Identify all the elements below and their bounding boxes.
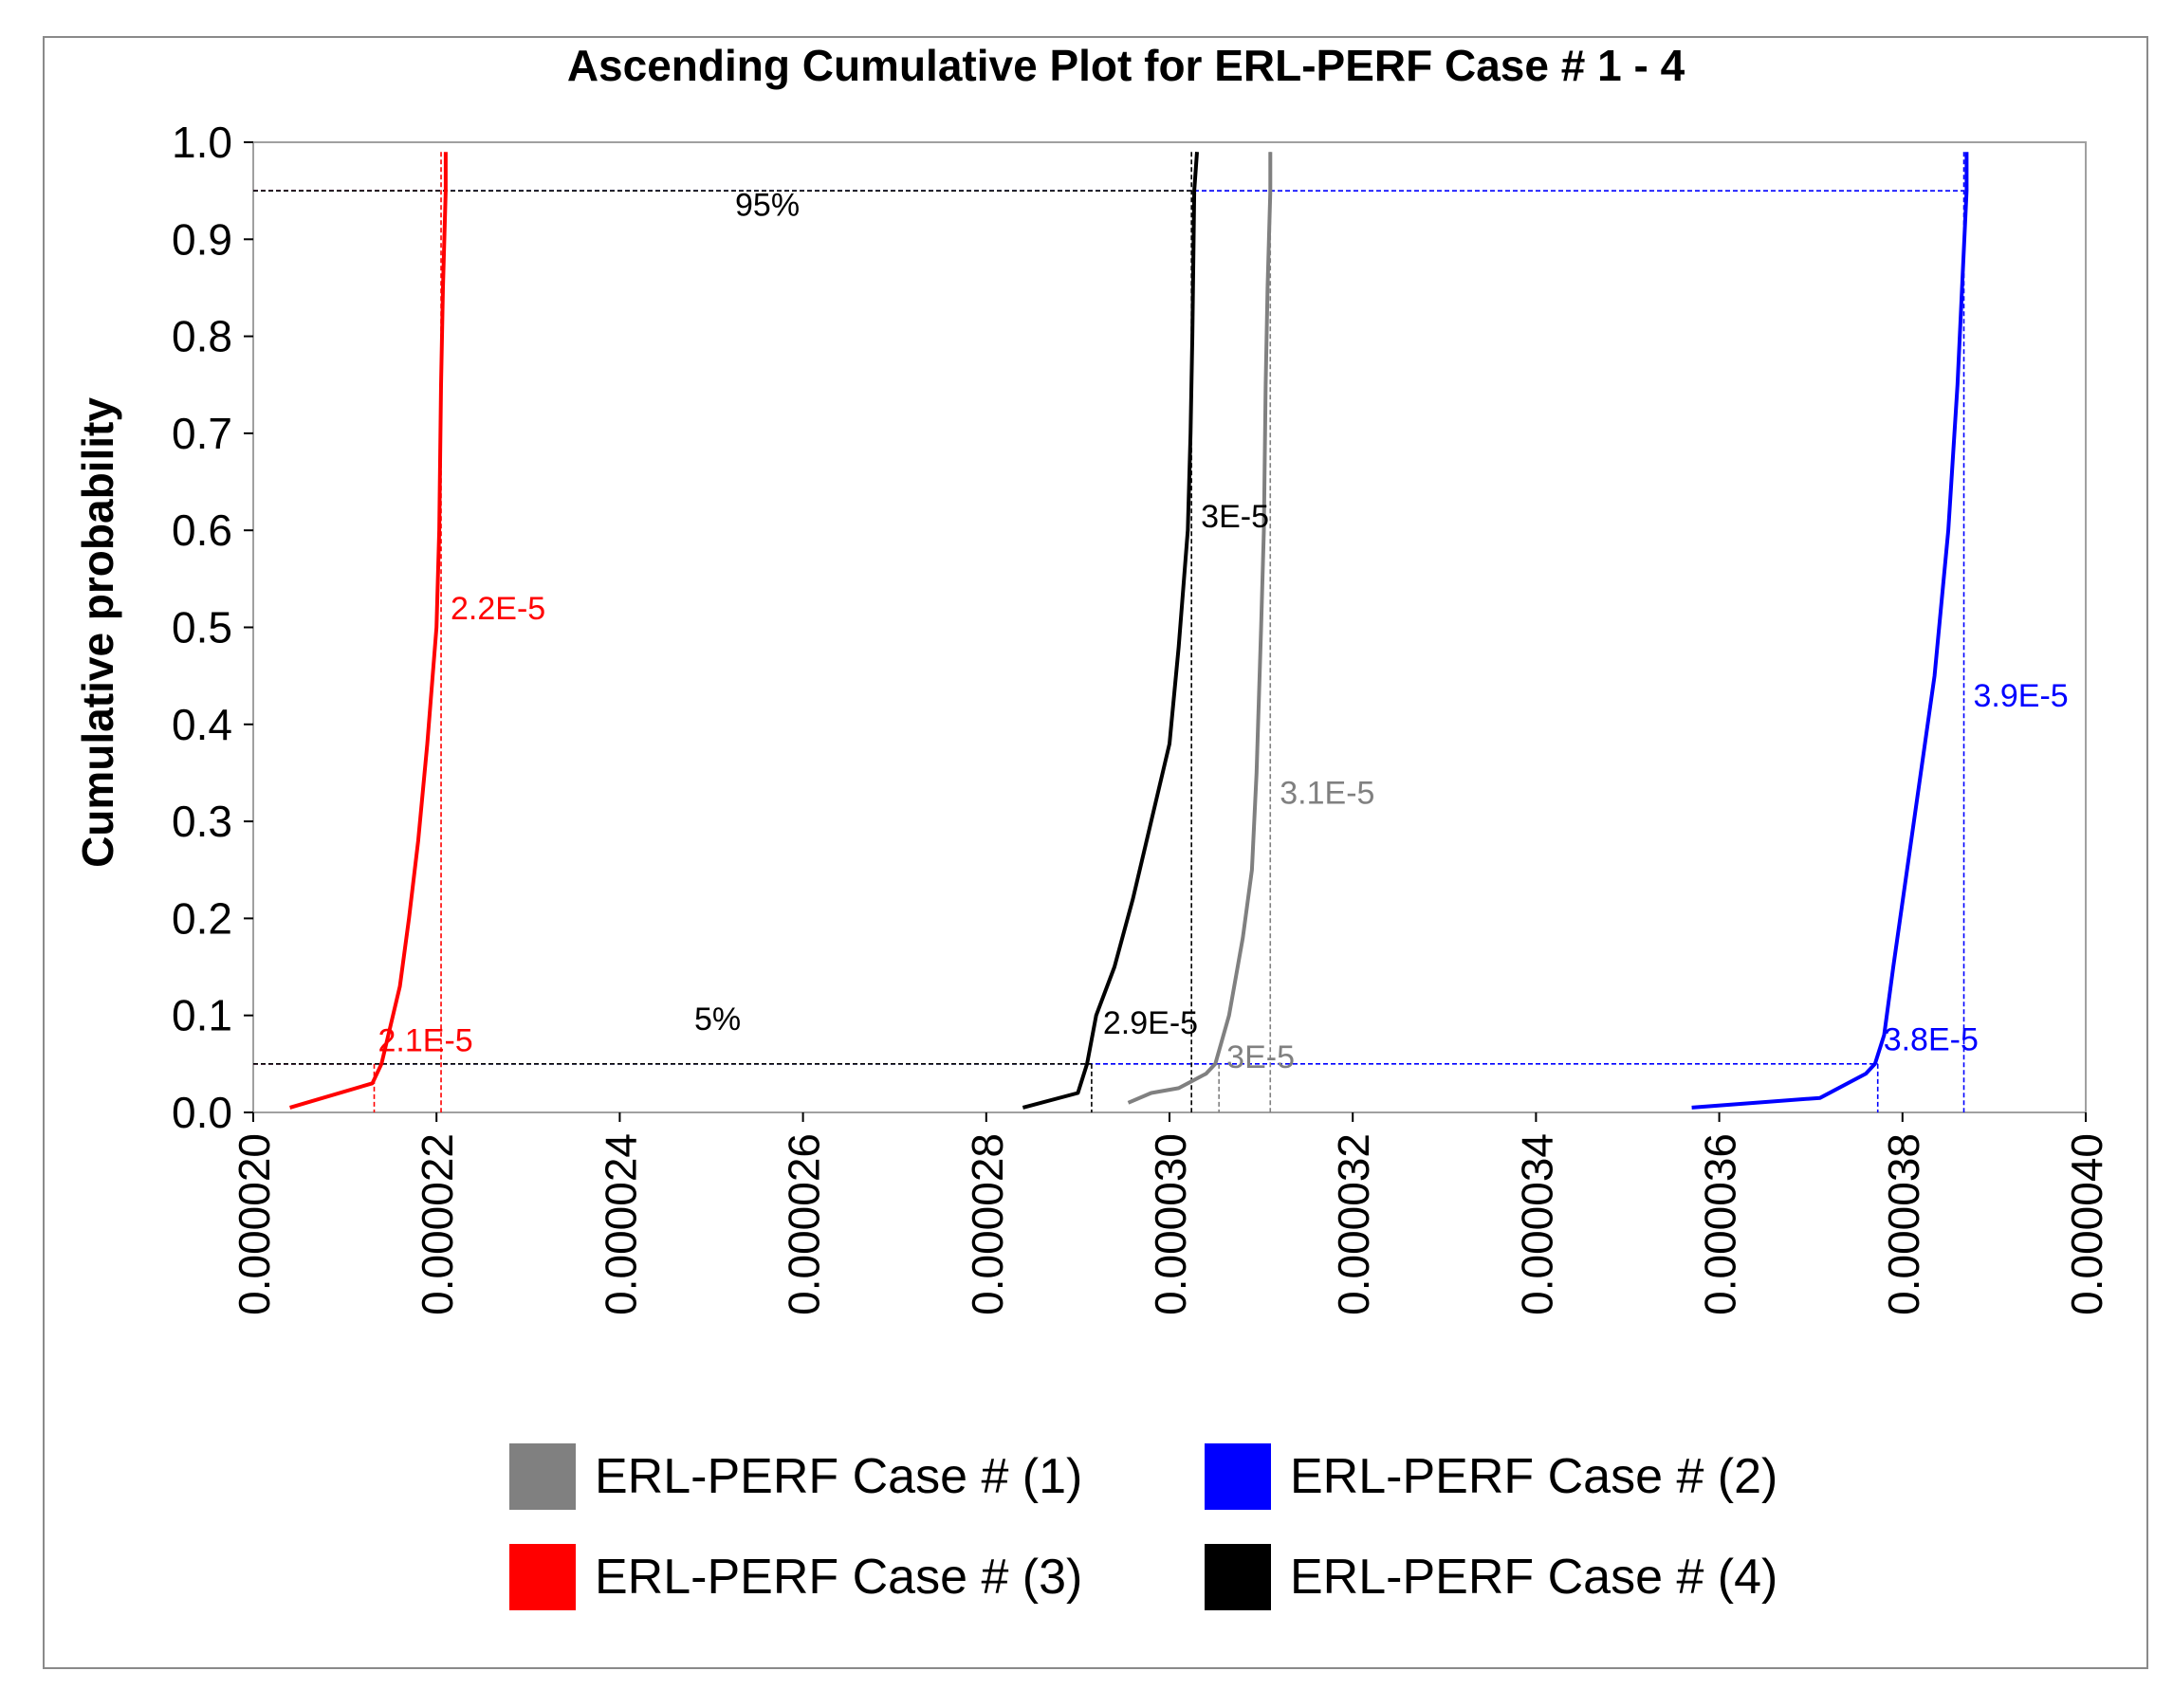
y-tick-label: 0.3 bbox=[172, 797, 232, 846]
y-tick-label: 0.9 bbox=[172, 214, 232, 264]
x-tick-label: 0.000024 bbox=[596, 1133, 645, 1315]
x-tick-label: 0.000034 bbox=[1512, 1133, 1561, 1315]
y-tick-label: 0.4 bbox=[172, 700, 232, 749]
y-tick-label: 0.8 bbox=[172, 312, 232, 361]
y-tick-label: 0.7 bbox=[172, 409, 232, 458]
x-tick-label: 0.000022 bbox=[413, 1133, 462, 1315]
series-line-1 bbox=[1127, 152, 1273, 1105]
y-axis-label: Cumulative probability bbox=[73, 397, 122, 868]
value-annotation-series-1-mid: 3.1E-5 bbox=[1280, 775, 1374, 811]
percentile-label-5: 5% bbox=[694, 1001, 741, 1038]
legend-label-1: ERL-PERF Case # (1) bbox=[595, 1449, 1082, 1504]
chart-frame: Ascending Cumulative Plot for ERL-PERF C… bbox=[43, 36, 2148, 1669]
series-line-4 bbox=[1022, 152, 1199, 1110]
y-tick-label: 0.5 bbox=[172, 603, 232, 652]
series-line-3 bbox=[289, 152, 448, 1110]
legend-swatch-1 bbox=[509, 1443, 576, 1510]
y-tick-label: 0.6 bbox=[172, 505, 232, 555]
legend: ERL-PERF Case # (1) ERL-PERF Case # (2) ER… bbox=[509, 1443, 1777, 1610]
legend-swatch-2 bbox=[1205, 1443, 1271, 1510]
cumulative-chart: Ascending Cumulative Plot for ERL-PERF C… bbox=[73, 41, 2111, 1610]
y-tick-label: 1.0 bbox=[172, 118, 232, 167]
chart-title: Ascending Cumulative Plot for ERL-PERF C… bbox=[567, 41, 1685, 90]
legend-label-4: ERL-PERF Case # (4) bbox=[1290, 1550, 1777, 1605]
value-annotation-series-1-p5: 3E-5 bbox=[1226, 1039, 1295, 1075]
plot-border bbox=[252, 141, 2087, 1113]
x-tick-label: 0.000030 bbox=[1146, 1133, 1195, 1315]
x-tick-label: 0.000028 bbox=[963, 1133, 1012, 1315]
legend-label-3: ERL-PERF Case # (3) bbox=[595, 1550, 1082, 1605]
value-annotation-series-4-p5: 2.9E-5 bbox=[1103, 1005, 1198, 1041]
legend-label-2: ERL-PERF Case # (2) bbox=[1290, 1449, 1777, 1504]
percentile-label-95: 95% bbox=[735, 188, 800, 224]
value-annotation-series-3-p5: 2.1E-5 bbox=[378, 1022, 473, 1058]
value-annotation-series-3-mid: 2.2E-5 bbox=[451, 591, 545, 627]
legend-swatch-3 bbox=[509, 1544, 576, 1610]
x-tick-label: 0.000040 bbox=[2062, 1133, 2111, 1315]
value-annotation-series-2-mid: 3.9E-5 bbox=[1974, 678, 2069, 714]
plot-area: 0.0 0.1 0.2 0.3 0.4 0.5 0.6 0.7 0.8 0.9 1.0 0.00002… bbox=[172, 118, 2111, 1315]
x-tick-label: 0.000036 bbox=[1696, 1133, 1745, 1315]
x-tick-label: 0.000026 bbox=[780, 1133, 829, 1315]
x-tick-label: 0.000020 bbox=[230, 1133, 279, 1315]
y-tick-label: 0.1 bbox=[172, 991, 232, 1040]
y-tick-label: 0.0 bbox=[172, 1088, 232, 1137]
y-tick-label: 0.2 bbox=[172, 893, 232, 943]
x-tick-label: 0.000032 bbox=[1329, 1133, 1378, 1315]
series-line-2 bbox=[1691, 152, 1969, 1110]
value-annotation-series-4-mid: 3E-5 bbox=[1201, 499, 1269, 535]
value-annotation-series-2-p5: 3.8E-5 bbox=[1884, 1021, 1979, 1057]
x-tick-label: 0.000038 bbox=[1879, 1133, 1928, 1315]
legend-swatch-4 bbox=[1205, 1544, 1271, 1610]
